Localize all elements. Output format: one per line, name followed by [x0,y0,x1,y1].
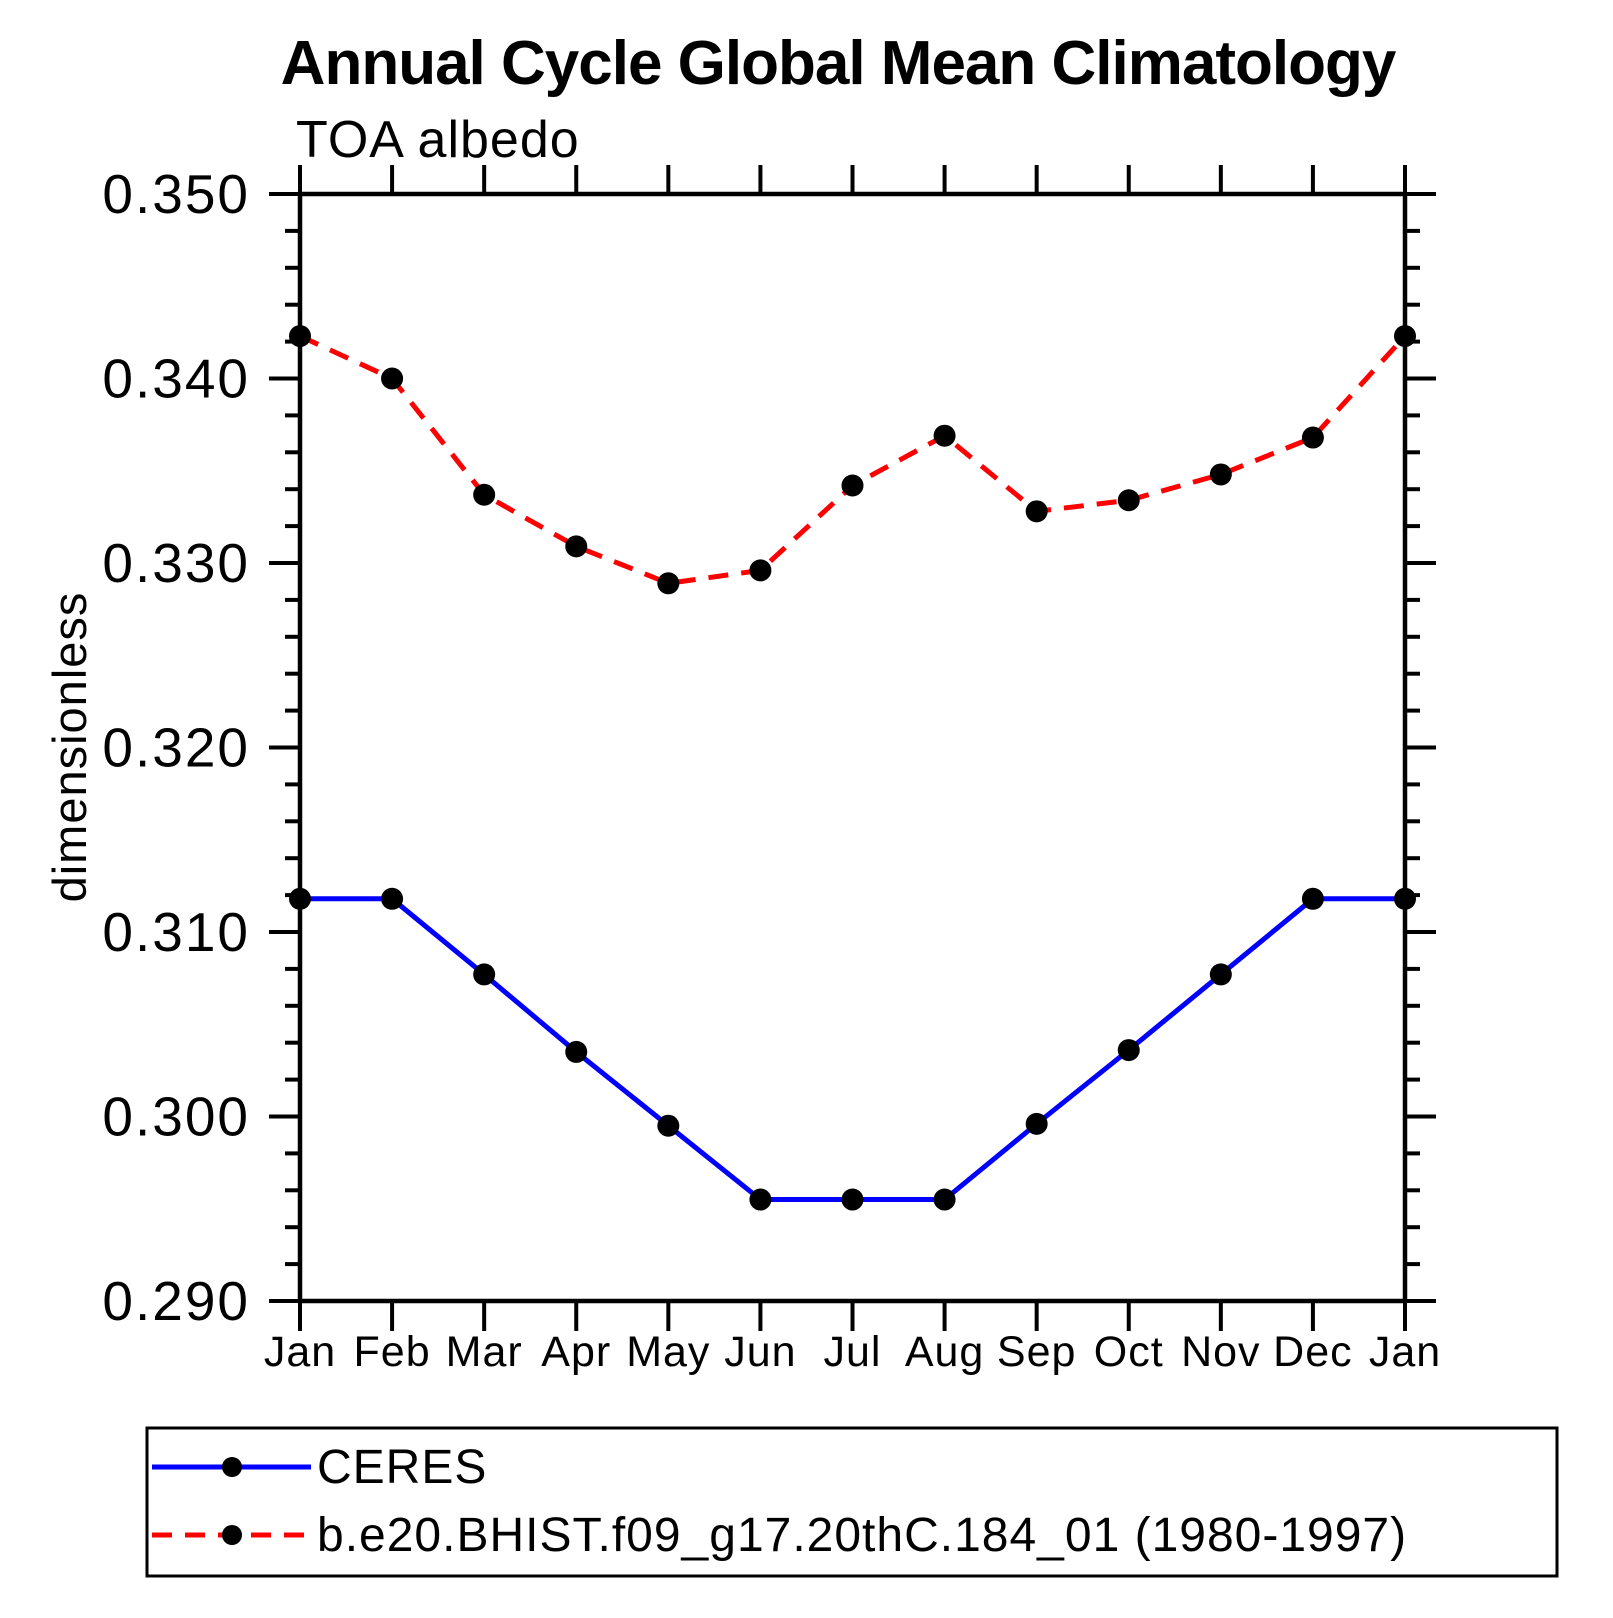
data-point-marker [289,887,311,910]
data-point-marker [657,572,680,595]
data-point-marker [473,483,496,506]
data-point-marker [1301,887,1324,910]
axes: Jan Feb Mar Apr May Jun Jul Aug Sep Oct Nov Dec Jan 0… [102,163,1441,1376]
data-point-marker [1025,500,1048,523]
data-point-marker [1209,963,1232,986]
data-point-marker [1117,489,1140,512]
data-point-marker [933,1188,956,1211]
x-tick-label: Sep [997,1328,1077,1376]
data-point-marker [381,887,404,910]
legend-marker [222,1525,242,1545]
data-point-marker [289,325,311,348]
x-tick-label: May [626,1328,710,1376]
data-point-marker [565,1040,588,1063]
x-tick-label: Oct [1094,1328,1164,1376]
plot-frame [297,191,1408,1304]
y-tick-label: 0.300 [102,1086,250,1148]
x-tick-label: Feb [354,1328,431,1376]
series-line [300,896,1405,1203]
data-point-marker [565,535,588,558]
chart-subtitle: TOA albedo [296,111,580,169]
y-tick-label: 0.290 [102,1270,250,1332]
data-point-marker [1301,426,1324,449]
y-tick-label: 0.340 [102,348,250,410]
data-point-marker [1117,1039,1140,1062]
x-tick-label: Jun [724,1328,796,1376]
data-point-marker [1394,887,1416,910]
legend: CERES b.e20.BHIST.f09_g17.20thC.184_01 (1… [145,1426,1559,1578]
series-ceres [289,887,1416,1211]
data-point-marker [1025,1112,1048,1135]
legend-label: b.e20.BHIST.f09_g17.20thC.184_01 (1980-1… [317,1509,1407,1562]
data-point-marker [841,474,864,497]
chart-title: Annual Cycle Global Mean Climatology [281,29,1397,98]
y-tick-label: 0.350 [102,163,250,225]
x-tick-label: Jan [264,1328,336,1376]
data-point-marker [1209,463,1232,486]
x-tick-label: Jan [1369,1328,1441,1376]
x-tick-label: Nov [1181,1328,1260,1376]
x-tick-label: Mar [446,1328,523,1376]
data-point-marker [1394,325,1416,348]
data-point-marker [841,1188,864,1211]
legend-box [145,1426,1559,1578]
x-tick-label: Apr [541,1328,611,1376]
series-lines [289,325,1416,1211]
data-point-marker [933,424,956,447]
data-point-marker [381,367,404,390]
series-line [298,333,1407,586]
legend-entry: b.e20.BHIST.f09_g17.20thC.184_01 (1980-1… [152,1509,1407,1562]
legend-marker [222,1457,242,1477]
series-model [289,325,1416,595]
x-tick-label: Dec [1273,1328,1352,1376]
y-tick-label: 0.310 [102,901,250,963]
legend-label: CERES [317,1441,487,1494]
y-axis-label: dimensionless [43,592,96,903]
data-point-marker [657,1114,680,1137]
y-tick-label: 0.330 [102,532,250,594]
x-tick-label: Aug [905,1328,985,1376]
data-point-marker [749,1188,772,1211]
data-point-marker [473,963,496,986]
legend-entry: CERES [152,1441,487,1494]
data-point-marker [749,559,772,582]
x-tick-label: Jul [824,1328,882,1376]
y-tick-label: 0.320 [102,717,250,779]
